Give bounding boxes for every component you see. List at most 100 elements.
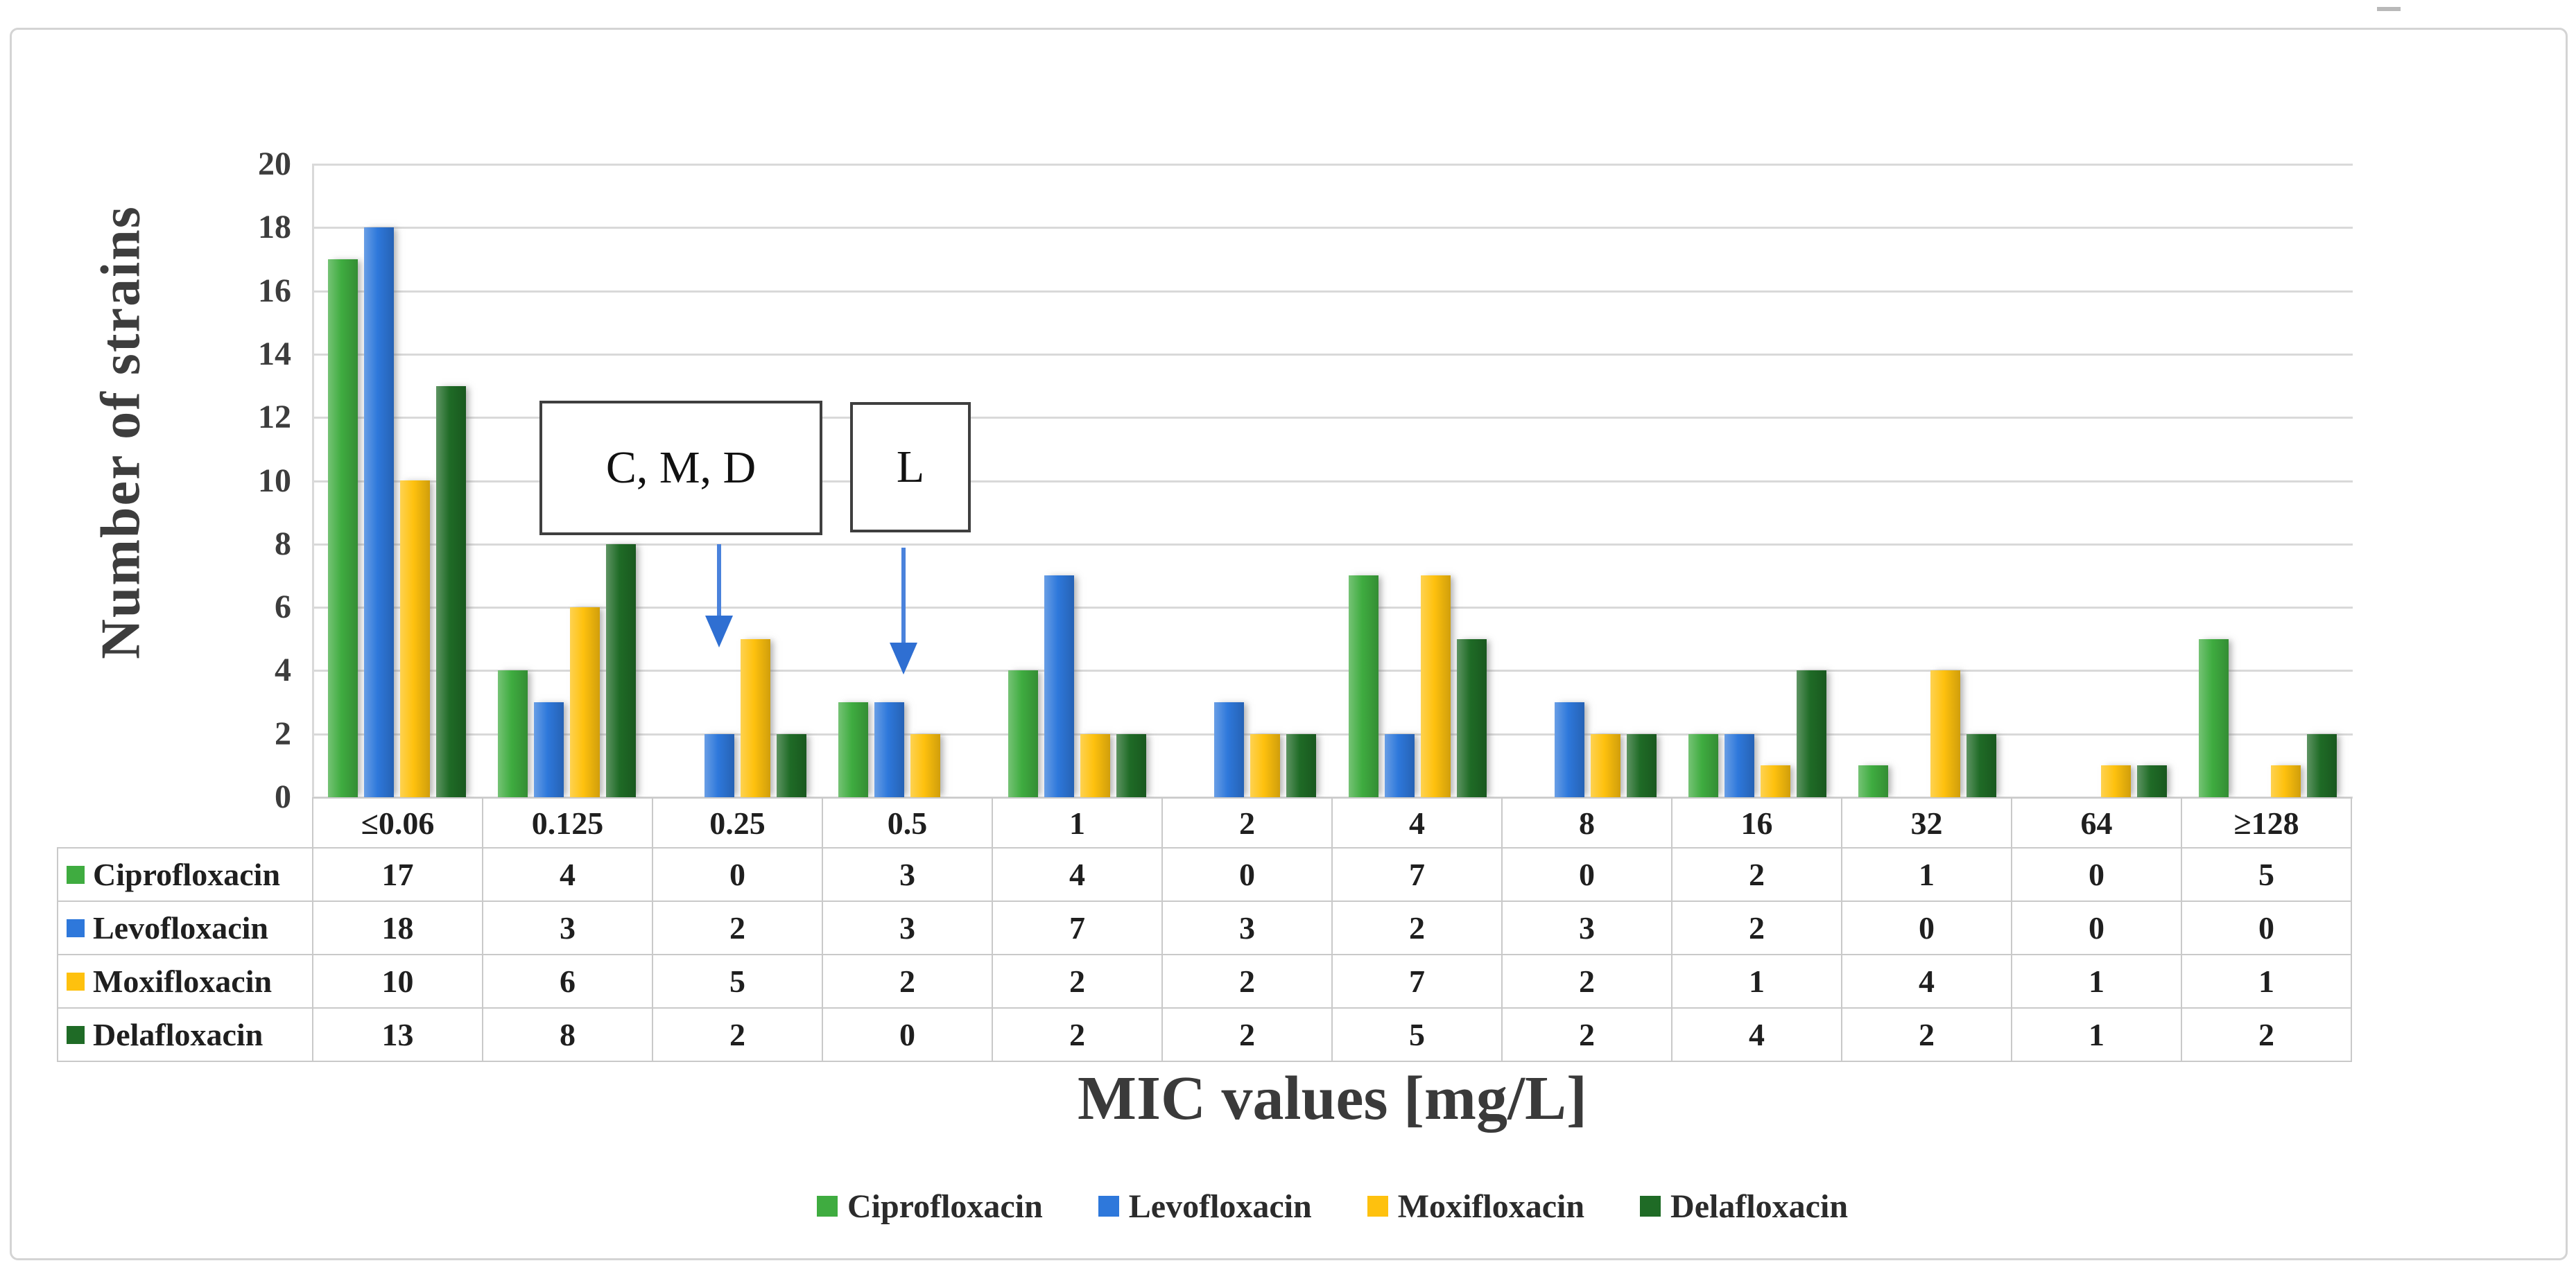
bar-delafloxacin-32 — [1966, 734, 1997, 797]
table-value-ciprofloxacin-0-125: 4 — [482, 847, 653, 902]
gridline — [312, 607, 2353, 609]
legend-swatch-icon — [816, 1196, 838, 1217]
plot-area — [312, 164, 2353, 799]
table-header-cell--128: ≥128 — [2181, 797, 2352, 849]
bar-moxifloxacin--128 — [2270, 765, 2301, 797]
y-axis-tick-label: 2 — [275, 715, 291, 752]
table-value-levofloxacin-0-125: 3 — [482, 901, 653, 955]
bar-moxifloxacin-0-125 — [570, 607, 600, 797]
bar-levofloxacin-4 — [1384, 734, 1415, 797]
table-value-delafloxacin-0-125: 8 — [482, 1007, 653, 1062]
table-value-delafloxacin-32: 2 — [1841, 1007, 2012, 1062]
series-swatch-icon — [67, 1025, 85, 1044]
series-name-label: Levofloxacin — [93, 910, 268, 946]
bar-levofloxacin-0-25 — [704, 734, 734, 797]
bar-moxifloxacin-4 — [1420, 575, 1451, 797]
bar-moxifloxacin--0-06 — [400, 480, 431, 797]
annotation-box-cmd: C, M, D — [539, 401, 822, 535]
gridline — [312, 417, 2353, 419]
annotation-label-cmd: C, M, D — [605, 442, 757, 493]
legend-swatch-icon — [1098, 1196, 1119, 1217]
table-value-delafloxacin-16: 4 — [1671, 1007, 1842, 1062]
table-header-cell--0-06: ≤0.06 — [312, 797, 483, 849]
gridline — [312, 670, 2353, 672]
series-swatch-icon — [67, 865, 85, 884]
table-value-levofloxacin--0-06: 18 — [312, 901, 483, 955]
bar-moxifloxacin-16 — [1761, 765, 1791, 797]
table-value-moxifloxacin-64: 1 — [2011, 954, 2182, 1009]
y-axis-tick-label: 8 — [275, 525, 291, 562]
bar-delafloxacin-4 — [1456, 639, 1487, 797]
table-header-cell-0-5: 0.5 — [822, 797, 993, 849]
y-axis-tick-label: 18 — [258, 209, 291, 246]
bar-group--128 — [2198, 639, 2337, 797]
table-value-delafloxacin-2: 2 — [1161, 1007, 1333, 1062]
table-value-delafloxacin--0-06: 13 — [312, 1007, 483, 1062]
table-value-moxifloxacin-8: 2 — [1501, 954, 1672, 1009]
table-value-levofloxacin--128: 0 — [2181, 901, 2352, 955]
table-value-levofloxacin-1: 7 — [992, 901, 1163, 955]
legend-swatch-icon — [1367, 1196, 1388, 1217]
bar-ciprofloxacin--128 — [2198, 639, 2229, 797]
gridline — [312, 164, 2353, 166]
bar-delafloxacin-2 — [1286, 734, 1317, 797]
table-value-ciprofloxacin-4: 7 — [1331, 847, 1503, 902]
y-axis-tick-label: 6 — [275, 589, 291, 626]
y-axis-tick-label: 20 — [258, 146, 291, 182]
bar-delafloxacin-1 — [1116, 734, 1147, 797]
table-value-delafloxacin-0-5: 0 — [822, 1007, 993, 1062]
table-row-ciprofloxacin: Ciprofloxacin 17 4 0 3 4 0 7 0 2 1 0 5 — [57, 847, 2352, 902]
table-header-cell-4: 4 — [1331, 797, 1503, 849]
annotation-arrow-cmd-head-icon — [705, 616, 733, 647]
table-value-ciprofloxacin-2: 0 — [1161, 847, 1333, 902]
series-swatch-icon — [67, 972, 85, 991]
table-value-moxifloxacin-0-5: 2 — [822, 954, 993, 1009]
table-row-label-levofloxacin: Levofloxacin — [57, 901, 313, 955]
bar-levofloxacin-2 — [1214, 702, 1245, 797]
gridline — [312, 480, 2353, 482]
series-name-label: Ciprofloxacin — [93, 857, 281, 892]
table-value-moxifloxacin-16: 1 — [1671, 954, 1842, 1009]
annotation-box-l: L — [850, 402, 971, 532]
bar-ciprofloxacin-0-5 — [838, 702, 868, 797]
table-value-delafloxacin-1: 2 — [992, 1007, 1163, 1062]
table-value-ciprofloxacin-0-25: 0 — [652, 847, 823, 902]
table-value-ciprofloxacin--0-06: 17 — [312, 847, 483, 902]
legend-item-ciprofloxacin: Ciprofloxacin — [816, 1188, 1043, 1226]
y-axis-tick-label: 12 — [258, 399, 291, 436]
bar-delafloxacin-64 — [2136, 765, 2167, 797]
bar-group-0-25 — [668, 639, 806, 797]
legend-swatch-icon — [1640, 1196, 1661, 1217]
table-value-levofloxacin-32: 0 — [1841, 901, 2012, 955]
table-header-cell-1: 1 — [992, 797, 1163, 849]
table-value-levofloxacin-0-25: 2 — [652, 901, 823, 955]
bar-group-8 — [1519, 702, 1657, 797]
table-row-moxifloxacin: Moxifloxacin 10 6 5 2 2 2 7 2 1 4 1 1 — [57, 954, 2352, 1009]
table-value-delafloxacin-8: 2 — [1501, 1007, 1672, 1062]
table-value-ciprofloxacin-8: 0 — [1501, 847, 1672, 902]
bar-moxifloxacin-1 — [1080, 734, 1111, 797]
bar-delafloxacin-0-125 — [606, 544, 637, 797]
table-row-label-moxifloxacin: Moxifloxacin — [57, 954, 313, 1009]
bar-ciprofloxacin-4 — [1348, 575, 1378, 797]
table-value-ciprofloxacin-16: 2 — [1671, 847, 1842, 902]
bar-levofloxacin-16 — [1724, 734, 1755, 797]
data-table: ≤0.06 0.125 0.25 0.5 1 2 4 8 16 32 64 ≥128 Ciproflox… — [57, 797, 2352, 1062]
table-value-moxifloxacin-32: 4 — [1841, 954, 2012, 1009]
table-value-levofloxacin-4: 2 — [1331, 901, 1503, 955]
y-axis-tick-label: 0 — [275, 778, 291, 815]
table-value-delafloxacin-64: 1 — [2011, 1007, 2182, 1062]
bar-group-64 — [2029, 765, 2167, 797]
table-header-cell-16: 16 — [1671, 797, 1842, 849]
y-axis-title: Number of strains — [90, 205, 152, 659]
table-value-moxifloxacin-1: 2 — [992, 954, 1163, 1009]
table-row-label-ciprofloxacin: Ciprofloxacin — [57, 847, 313, 902]
table-header-cell-0-25: 0.25 — [652, 797, 823, 849]
table-header-cell-0-125: 0.125 — [482, 797, 653, 849]
legend-item-delafloxacin: Delafloxacin — [1640, 1188, 1848, 1226]
series-swatch-icon — [67, 919, 85, 937]
legend-label: Moxifloxacin — [1397, 1188, 1585, 1225]
bar-ciprofloxacin-16 — [1688, 734, 1719, 797]
table-value-moxifloxacin-4: 7 — [1331, 954, 1503, 1009]
